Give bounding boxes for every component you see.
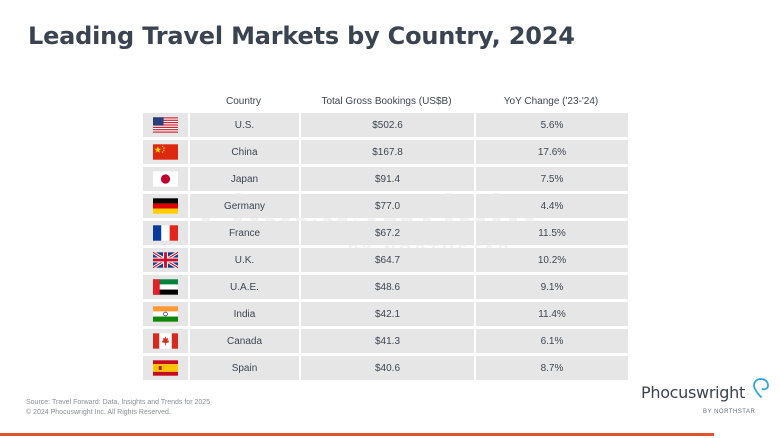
bookings-cell: $64.7 — [299, 248, 474, 272]
flag-cell — [143, 167, 188, 191]
yoy-cell: 8.7% — [474, 356, 628, 380]
yoy-cell: 9.1% — [474, 275, 628, 299]
flag-cell — [143, 356, 188, 380]
uae-flag-icon — [153, 279, 178, 295]
yoy-cell: 17.6% — [474, 140, 628, 164]
logo-wordmark: Phocuswright — [641, 383, 745, 402]
country-cell: France — [188, 221, 299, 245]
copyright-notice: © 2024 Phocuswright Inc. All Rights Rese… — [26, 409, 171, 416]
bookings-cell: $91.4 — [299, 167, 474, 191]
country-cell: U.K. — [188, 248, 299, 272]
bookings-cell: $67.2 — [299, 221, 474, 245]
flag-cell — [143, 221, 188, 245]
table-row: France $67.2 11.5% — [143, 221, 628, 245]
china-flag-icon — [153, 144, 178, 160]
yoy-cell: 11.5% — [474, 221, 628, 245]
table-row: Spain $40.6 8.7% — [143, 356, 628, 380]
logo-tagline: BY NORTHSTAR — [703, 409, 756, 415]
table-row: U.S. $502.6 5.6% — [143, 113, 628, 137]
bookings-cell: $167.8 — [299, 140, 474, 164]
germany-flag-icon — [153, 198, 178, 214]
table-row: Germany $77.0 4.4% — [143, 194, 628, 218]
bottom-accent-rule — [0, 433, 714, 436]
country-cell: India — [188, 302, 299, 326]
table-row: Japan $91.4 7.5% — [143, 167, 628, 191]
country-cell: U.A.E. — [188, 275, 299, 299]
bookings-cell: $41.3 — [299, 329, 474, 353]
yoy-cell: 11.4% — [474, 302, 628, 326]
table-row: U.K. $64.7 10.2% — [143, 248, 628, 272]
bookings-cell: $502.6 — [299, 113, 474, 137]
country-cell: Japan — [188, 167, 299, 191]
uk-flag-icon — [153, 252, 178, 268]
bookings-cell: $48.6 — [299, 275, 474, 299]
flag-cell — [143, 275, 188, 299]
country-cell: Germany — [188, 194, 299, 218]
flag-cell — [143, 140, 188, 164]
yoy-column-header: YoY Change ('23-'24) — [503, 95, 599, 107]
spain-flag-icon — [153, 360, 178, 376]
table-row: India $42.1 11.4% — [143, 302, 628, 326]
canada-flag-icon — [153, 333, 178, 349]
yoy-cell: 5.6% — [474, 113, 628, 137]
yoy-cell: 6.1% — [474, 329, 628, 353]
flag-cell — [143, 194, 188, 218]
bookings-cell: $42.1 — [299, 302, 474, 326]
france-flag-icon — [153, 225, 178, 241]
yoy-cell: 7.5% — [474, 167, 628, 191]
flag-cell — [143, 113, 188, 137]
page-title: Leading Travel Markets by Country, 2024 — [28, 22, 575, 50]
table-row: Canada $41.3 6.1% — [143, 329, 628, 353]
flag-cell — [143, 329, 188, 353]
flag-cell — [143, 302, 188, 326]
country-cell: Spain — [188, 356, 299, 380]
location-pin-icon — [753, 378, 769, 398]
bookings-cell: $40.6 — [299, 356, 474, 380]
japan-flag-icon — [153, 171, 178, 187]
india-flag-icon — [153, 306, 178, 322]
travel-markets-table: Country Total Gross Bookings (US$B) YoY … — [143, 89, 628, 383]
bookings-cell: $77.0 — [299, 194, 474, 218]
source-note: Source: Travel Forward: Data, Insights a… — [26, 398, 210, 418]
table-header-row: Country Total Gross Bookings (US$B) YoY … — [143, 92, 628, 110]
yoy-cell: 10.2% — [474, 248, 628, 272]
source-citation: Source: Travel Forward: Data, Insights a… — [26, 399, 211, 406]
table-row: U.A.E. $48.6 9.1% — [143, 275, 628, 299]
country-column-header: Country — [225, 95, 261, 107]
us-flag-icon — [153, 117, 178, 133]
flag-column-header — [143, 92, 188, 110]
yoy-cell: 4.4% — [474, 194, 628, 218]
flag-cell — [143, 248, 188, 272]
phocuswright-logo: Phocuswright BY NORTHSTAR — [641, 378, 773, 423]
country-cell: U.S. — [188, 113, 299, 137]
country-cell: China — [188, 140, 299, 164]
country-cell: Canada — [188, 329, 299, 353]
table-row: China $167.8 17.6% — [143, 140, 628, 164]
bookings-column-header: Total Gross Bookings (US$B) — [321, 95, 452, 107]
